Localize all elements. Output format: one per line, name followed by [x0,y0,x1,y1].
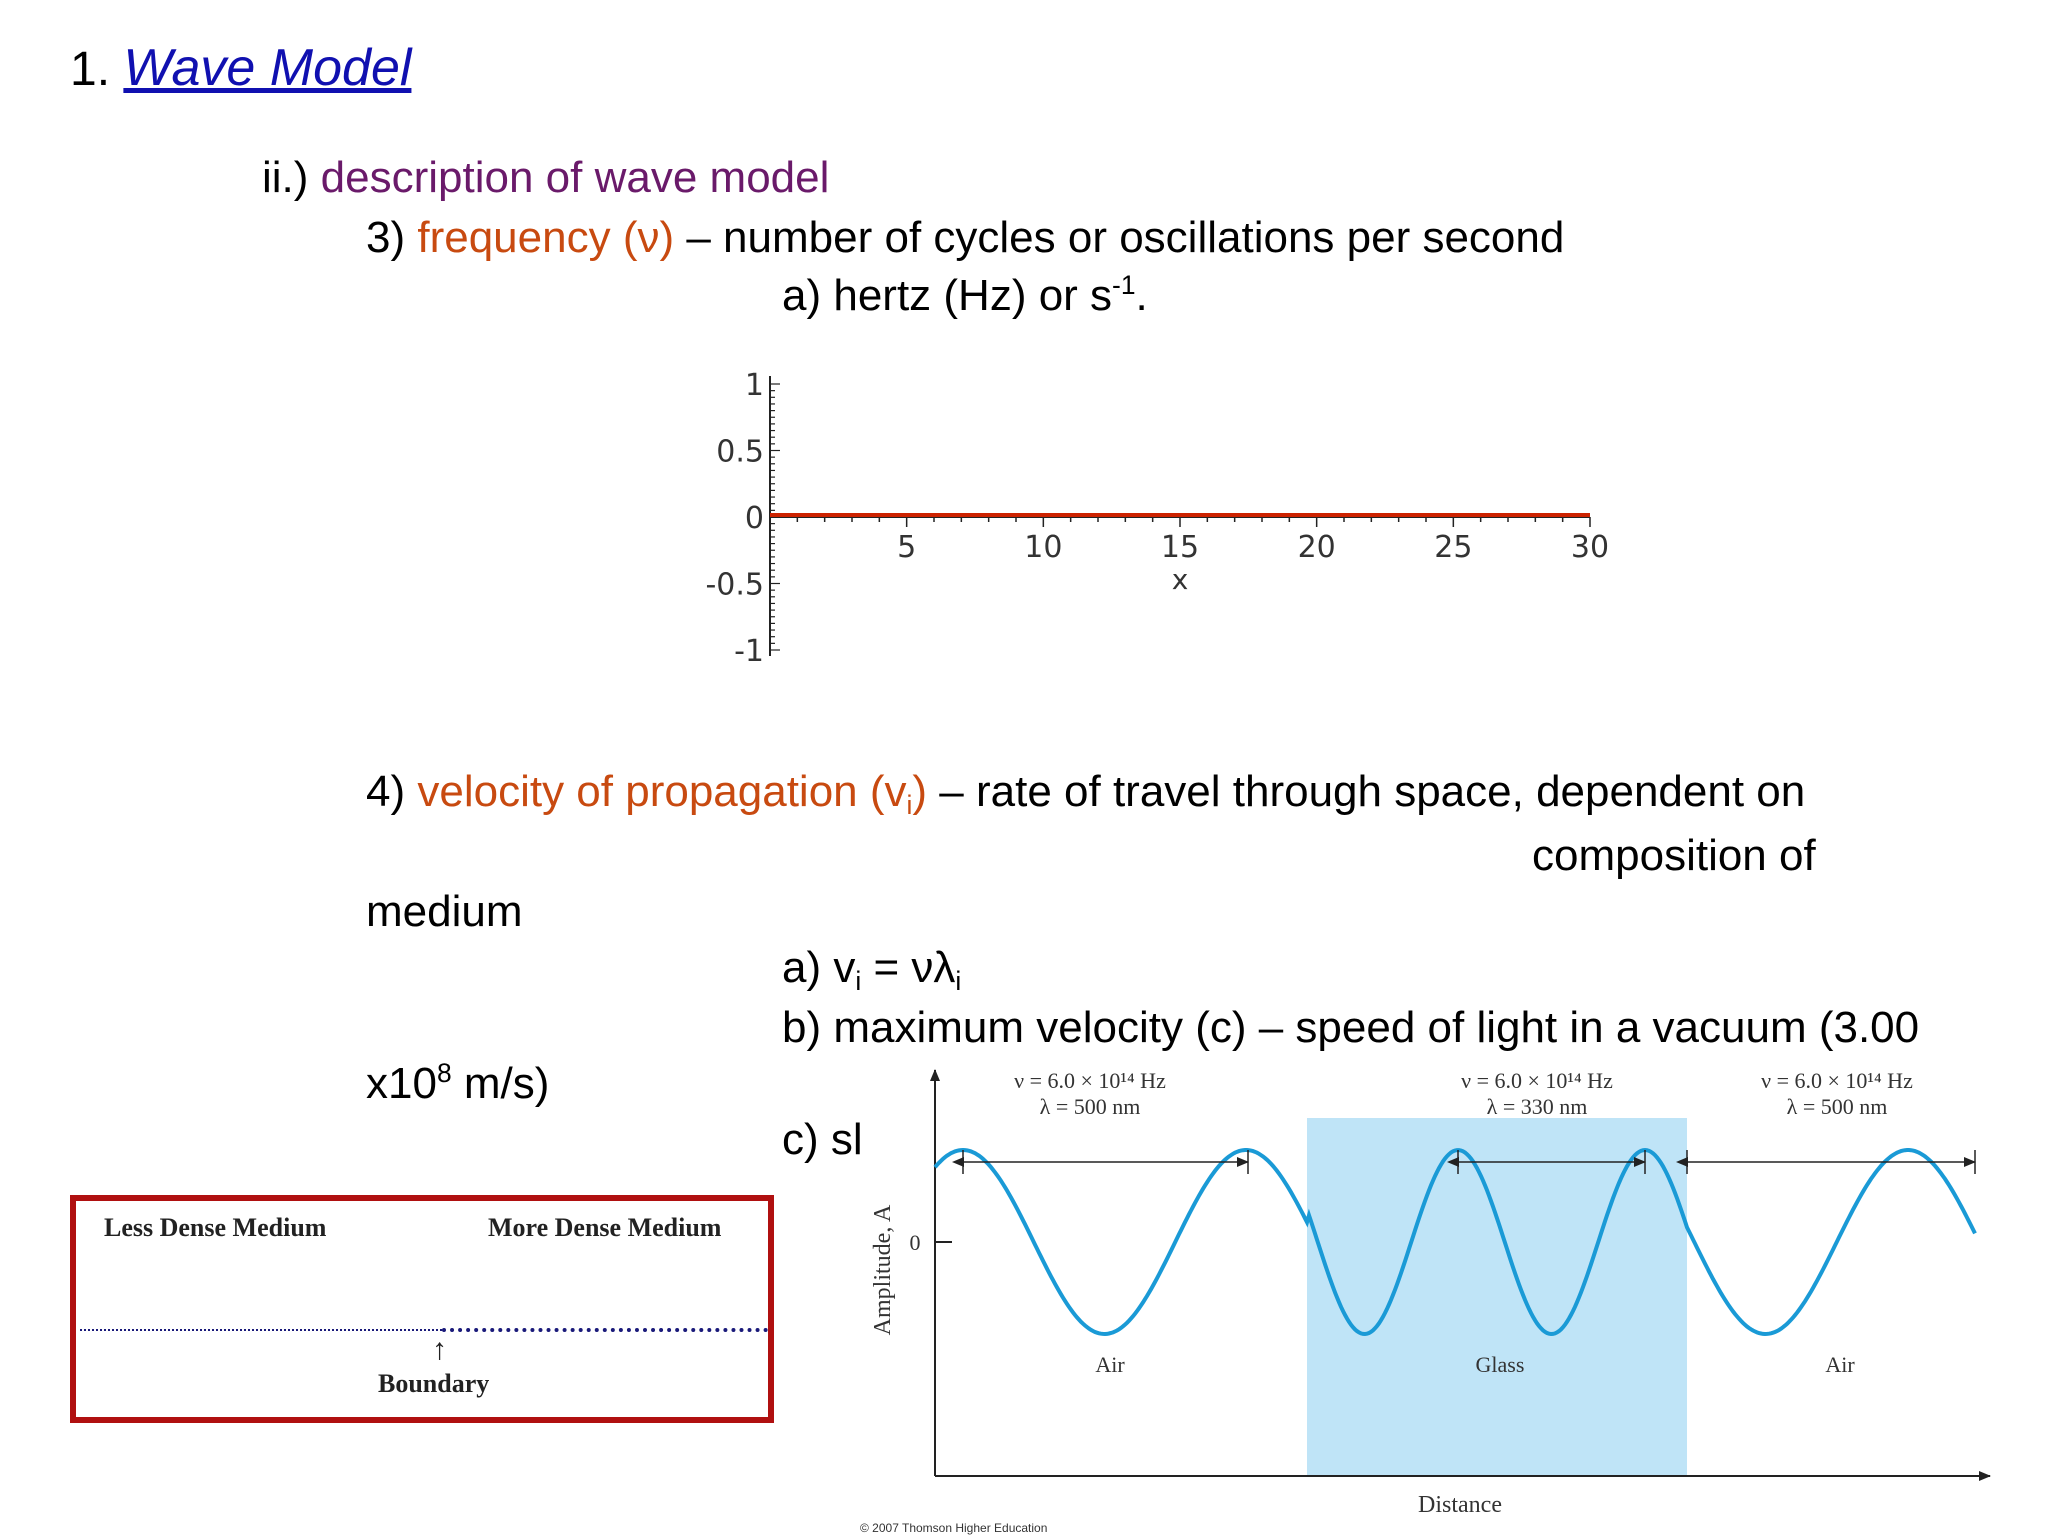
plot-y-tick-label: 0.5 [716,435,764,470]
section-title: description of wave model [320,153,830,202]
region-frequency-label: ν = 6.0 × 10¹⁴ Hz [1461,1068,1613,1093]
item4-number: 4) [366,767,406,816]
item3-definition: – number of cycles or oscillations per s… [686,213,1565,262]
item4-sub-a-mid: = νλ [861,943,956,992]
item4-term-sub: i [906,789,913,820]
plot-x-tick-label: 5 [897,530,916,565]
more-dense-label: More Dense Medium [488,1213,722,1242]
item4-sub-a: a) vi = νλi [782,943,961,995]
item4-line3: medium [366,887,523,936]
x-axis-label: Distance [1418,1492,1502,1518]
item4-sub-b2: x108 m/s) [366,1059,550,1108]
less-dense-line [80,1329,442,1331]
item4-term-suffix: ) [912,767,928,816]
item3-sub-a-suffix: . [1135,271,1148,320]
heading: 1. Wave Model [70,38,411,98]
item4-term-prefix: velocity of propagation (v [417,767,907,816]
item3-sub-a-prefix: a) hertz (Hz) or s [782,271,1113,320]
wave-curve [933,1147,1977,1337]
boundary-arrow-icon: ↑ [432,1333,447,1366]
item3-sub-a: a) hertz (Hz) or s-1. [782,271,1148,320]
item3-line: 3) frequency (ν) – number of cycles or o… [366,216,1564,260]
region-wavelength-label: λ = 500 nm [1787,1094,1888,1119]
item4-sub-a-sub2: i [955,965,962,996]
plot-y-tick-label: 0 [745,501,764,536]
region-wavelength-label: λ = 500 nm [1040,1094,1141,1119]
item4-term: velocity of propagation (vi) [417,767,928,819]
item4-sub-b2-sup: 8 [436,1058,452,1089]
frequency-plot: 5 10 15 20 25 30 1 0.5 0 -0.5 -1 x [705,368,1609,669]
wave-figure: 0 Amplitude, A Distance ν = 6.0 × 10¹⁴ H… [860,1068,1991,1535]
y-zero-label: 0 [910,1230,921,1255]
item3-number: 3) [366,213,406,262]
y-axis-label: Amplitude, A [870,1204,896,1335]
plot-axes: 5 10 15 20 25 30 1 0.5 0 -0.5 -1 x [705,368,1609,669]
plot-x-axis-label: x [1172,563,1189,596]
plot-x-tick-label: 15 [1161,530,1199,565]
item4-line2: composition of [1532,831,1816,880]
heading-number: 1. [70,43,111,96]
item3-sub-a-sup: -1 [1112,270,1136,301]
boundary-label: Boundary [378,1369,490,1398]
plot-x-tick-label: 25 [1434,530,1472,565]
region-name-label: Air [1095,1352,1125,1377]
item4-sub-a-prefix: a) v [782,943,856,992]
item4-sub-c: c) sl [782,1115,863,1164]
plot-x-tick-label: 30 [1571,530,1609,565]
plot-x-tick-label: 10 [1024,530,1062,565]
region-name-label: Air [1825,1352,1855,1377]
plot-x-tick-label: 20 [1298,530,1336,565]
item4-definition: – rate of travel through space, dependen… [939,767,1806,816]
less-dense-label: Less Dense Medium [104,1213,327,1242]
plot-y-tick-label: 1 [745,368,764,403]
item3-term: frequency (ν) [417,213,675,262]
glass-region [1307,1118,1687,1476]
boundary-figure: Less Dense Medium More Dense Medium ↑ Bo… [70,1195,774,1423]
more-dense-line [442,1328,768,1332]
item4-sub-a-sub1: i [855,965,862,996]
item4-line: 4) velocity of propagation (vi) – rate o… [366,767,1806,819]
region-wavelength-label: λ = 330 nm [1487,1094,1588,1119]
section-heading: ii.) description of wave model [262,156,829,200]
heading-title-link[interactable]: Wave Model [123,39,412,97]
item4-sub-b2-prefix: x10 [366,1059,437,1108]
plot-y-tick-label: -1 [734,634,764,669]
credit-text: © 2007 Thomson Higher Education [860,1521,1047,1535]
region-name-label: Glass [1476,1352,1525,1377]
item4-sub-b2-suffix: m/s) [451,1059,550,1108]
item4-sub-b: b) maximum velocity (c) – speed of light… [782,1003,1920,1052]
region-frequency-label: ν = 6.0 × 10¹⁴ Hz [1014,1068,1166,1093]
region-frequency-label: ν = 6.0 × 10¹⁴ Hz [1761,1068,1913,1093]
plot-y-tick-label: -0.5 [705,568,764,603]
section-prefix: ii.) [262,153,309,202]
